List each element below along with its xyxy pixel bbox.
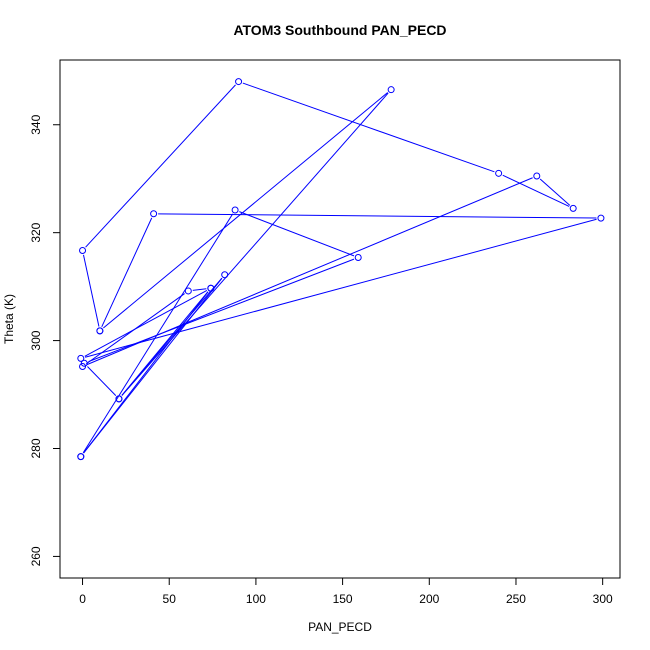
y-tick-label: 320 (29, 222, 43, 242)
data-point (77, 354, 85, 362)
data-point (221, 271, 229, 279)
x-tick-label: 50 (163, 592, 177, 606)
series-line-segment (121, 291, 209, 396)
x-tick-label: 100 (246, 592, 266, 606)
series-line-segment (82, 254, 100, 327)
series-line-segment (85, 218, 597, 358)
data-point (387, 86, 395, 94)
x-tick-label: 150 (333, 592, 353, 606)
series-line-segment (84, 289, 208, 357)
series-line-segment (101, 217, 153, 327)
series-line-segment (192, 288, 207, 291)
series-line-segment (539, 178, 571, 206)
series-line-segment (158, 213, 597, 219)
data-point (184, 287, 192, 295)
x-tick-label: 200 (419, 592, 439, 606)
series-line-segment (82, 213, 234, 454)
x-tick-label: 0 (79, 592, 86, 606)
data-point (354, 253, 362, 261)
data-point (150, 210, 158, 218)
data-point (597, 214, 605, 222)
y-axis-label: Theta (K) (2, 294, 16, 344)
y-tick-label: 260 (29, 546, 43, 566)
x-tick-label: 250 (506, 592, 526, 606)
series-line-segment (242, 82, 495, 173)
x-tick-label: 300 (593, 592, 613, 606)
data-point (495, 169, 503, 177)
data-point (235, 78, 243, 86)
y-axis: 260 280 300 320 340 (29, 114, 61, 566)
data-point (80, 359, 88, 367)
data-point (569, 204, 577, 212)
data-point (207, 284, 215, 292)
series-line-segment (103, 92, 388, 329)
y-tick-label: 340 (29, 114, 43, 134)
y-tick-label: 280 (29, 438, 43, 458)
plot-area (59, 59, 621, 579)
y-tick-label: 300 (29, 330, 43, 350)
series-line-segment (502, 174, 570, 207)
series-line-segment (87, 366, 117, 396)
series-line-segment (239, 211, 355, 257)
x-axis-label: PAN_PECD (308, 620, 372, 634)
series-line-segment (83, 291, 209, 454)
series-line-segment (121, 92, 389, 396)
chart-title: ATOM3 Southbound PAN_PECD (233, 22, 446, 38)
data-point (77, 453, 85, 461)
data-point (115, 395, 123, 403)
data-point (533, 172, 541, 180)
series-line-segment (85, 84, 236, 248)
series-layer (77, 78, 605, 461)
x-axis: 0 50 100 150 200 250 300 (79, 577, 613, 606)
data-point (79, 246, 87, 254)
data-point (96, 327, 104, 335)
data-point (231, 206, 239, 214)
